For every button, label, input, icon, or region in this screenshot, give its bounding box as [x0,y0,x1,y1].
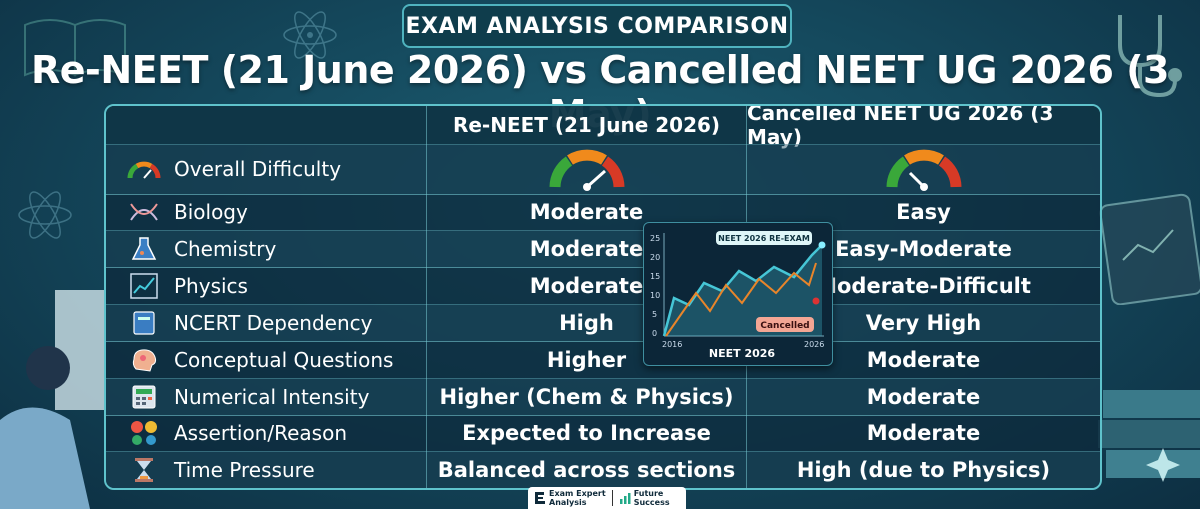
footer-left-top: Exam Expert [549,489,606,498]
table-row: Assertion/Reason Expected to Increase Mo… [106,415,1100,452]
row-label: Conceptual Questions [174,347,394,372]
row-label: Numerical Intensity [174,384,370,409]
table-row: Physics Moderate Moderate-Difficult [106,267,1100,305]
inset-chart-svg: 25 20 15 10 5 0 2016 2026 NEET 2026 RE-E… [650,231,826,360]
header-cancelled: Cancelled NEET UG 2026 (3 May) [747,104,1054,149]
cancelled-value: Moderate [866,421,981,445]
table-row: Chemistry Moderate Easy-Moderate [106,230,1100,268]
student-illustration [0,290,105,509]
reneet-value: Moderate [529,236,644,261]
x-tick: 2026 [804,340,824,349]
cancelled-value: Moderate-Difficult [816,273,1031,298]
y-tick: 0 [652,329,657,338]
reneet-value: Higher (Chem & Physics) [439,384,734,409]
exam-expert-logo-icon [535,492,545,504]
cancelled-value: Moderate [866,347,981,372]
stethoscope-icon [1118,15,1182,98]
gauge-icon [126,154,162,184]
graph-icon [126,271,162,301]
footer-left-bottom: Analysis [549,498,587,507]
book-icon [126,308,162,338]
reneet-gauge-icon [549,149,624,191]
reneet-value: Higher [546,347,627,372]
table-row: Overall Difficulty [106,144,1100,195]
dna-icon [126,197,162,227]
row-label: NCERT Dependency [174,310,373,335]
table-row: Time Pressure Balanced across sections H… [106,451,1100,488]
cancelled-value: Moderate [866,384,981,409]
reneet-value: Balanced across sections [437,457,736,482]
y-tick: 10 [650,291,660,300]
x-tick: 2016 [662,340,682,349]
footer-right-top: Future [633,489,664,498]
atom-icon [283,11,337,59]
table-row: Conceptual Questions Higher Moderate [106,341,1100,379]
cancelled-tag: Cancelled [760,321,809,331]
cancelled-value: Very High [865,310,982,335]
y-tick: 20 [650,253,660,262]
atom-icon [18,191,72,239]
y-tick: 15 [650,272,660,281]
inset-chart-title: NEET 2026 [709,347,776,360]
cancelled-gauge-icon [886,149,961,191]
y-tick: 5 [652,310,657,319]
reneet-value: Expected to Increase [462,421,711,445]
header-reneet: Re-NEET (21 June 2026) [427,106,747,144]
reneet-value: Moderate [529,200,644,224]
flask-icon [126,234,162,264]
table-header-row: Re-NEET (21 June 2026) Cancelled NEET UG… [106,104,1100,149]
row-label: Biology [174,200,248,224]
calculator-icon [126,382,162,412]
row-label: Physics [174,273,248,298]
cancelled-value: Easy-Moderate [835,236,1012,261]
cancelled-value: High (due to Physics) [796,457,1051,482]
question-marks-icon [126,418,162,448]
table-row: Biology Moderate Easy [106,194,1100,231]
cancelled-value: Easy [896,200,951,224]
hourglass-icon [126,455,162,485]
table-row: Numerical Intensity Higher (Chem & Physi… [106,378,1100,416]
inset-chart: 25 20 15 10 5 0 2016 2026 NEET 2026 RE-E… [643,222,833,366]
footer-right-bottom: Success [633,498,670,507]
row-label: Overall Difficulty [174,157,342,181]
footer-logo: Exam Expert Analysis Future Success [528,487,686,509]
reexam-tag: NEET 2026 RE-EXAM [718,234,810,243]
header-badge: EXAM ANALYSIS COMPARISON [402,4,792,48]
tablet-illustration [1099,193,1200,305]
row-label: Time Pressure [174,457,315,482]
y-tick: 25 [650,234,660,243]
bar-chart-logo-icon [619,493,631,504]
brain-icon [126,345,162,375]
reneet-value: Moderate [529,273,644,298]
books-stack-illustration [1098,390,1200,482]
row-label: Chemistry [174,236,277,261]
table-row: NCERT Dependency High Very High [106,304,1100,342]
row-label: Assertion/Reason [174,421,347,445]
reneet-value: High [559,310,614,335]
book-illustration [24,19,126,77]
comparison-table: Re-NEET (21 June 2026) Cancelled NEET UG… [104,104,1102,490]
header-cell-empty [106,106,427,144]
footer-divider [611,490,613,506]
